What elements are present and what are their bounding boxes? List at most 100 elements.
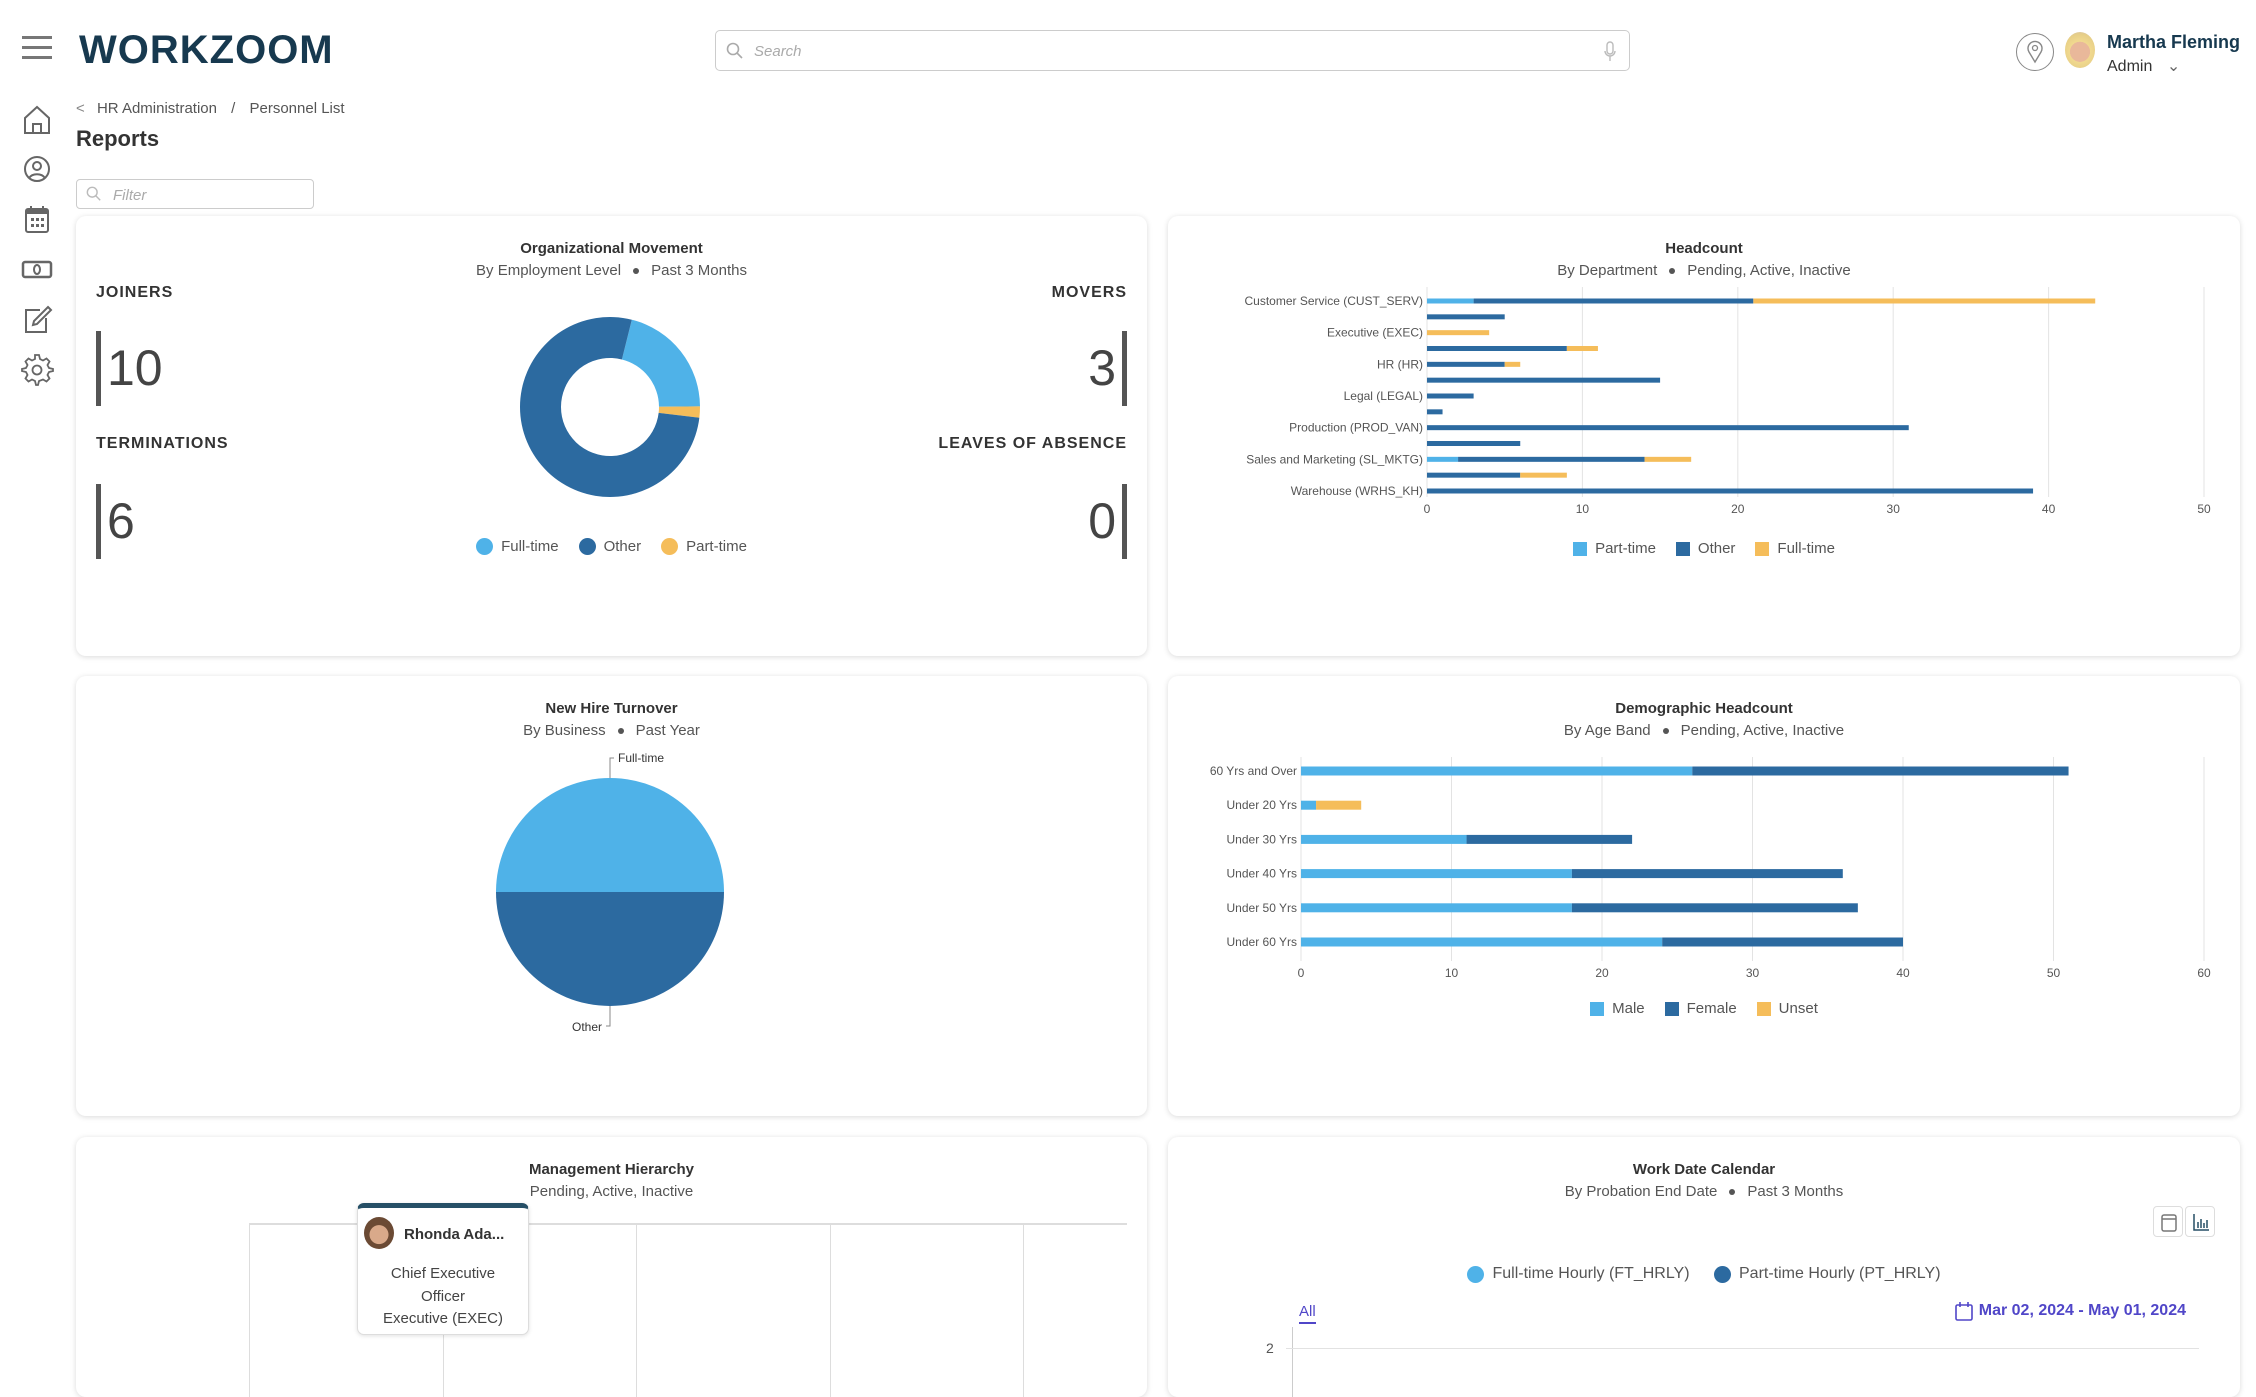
legend-item[interactable]: Other (1675, 540, 1736, 557)
user-role-dropdown[interactable]: Admin ⌄ (2107, 56, 2180, 76)
microphone-icon[interactable] (1603, 41, 1617, 63)
legend-label: Female (1686, 1000, 1737, 1017)
bar-other (1473, 298, 1754, 304)
subtitle-part: By Employment Level (476, 262, 622, 279)
joiners-value[interactable]: 10 (96, 331, 163, 406)
avatar[interactable] (2065, 32, 2095, 68)
chart-legend: Male Female Unset (1168, 1000, 2240, 1020)
movers-value[interactable]: 3 (1088, 331, 1127, 406)
headcount-card: Headcount By Department Pending, Active, … (1168, 216, 2240, 656)
leaves-label: LEAVES OF ABSENCE (938, 435, 1127, 452)
card-title: Headcount (1665, 240, 1743, 257)
subtitle-part: Pending, Active, Inactive (1687, 262, 1851, 279)
logo[interactable]: WORKZOOM (79, 28, 334, 73)
legend-label: Part-time (1595, 540, 1656, 557)
terminations-value[interactable]: 6 (96, 484, 135, 559)
legend-label: Part-time (686, 538, 747, 555)
location-button[interactable] (2016, 33, 2054, 71)
search-icon (726, 42, 743, 59)
filter-input[interactable]: Filter (76, 179, 314, 209)
chart-view-button[interactable] (2185, 1206, 2215, 1237)
legend-item[interactable]: Male (1590, 1000, 1645, 1017)
calendar-icon[interactable] (20, 202, 54, 236)
card-subtitle: By Employment Level Past 3 Months (76, 262, 1147, 279)
demographic-headcount-card: Demographic Headcount By Age Band Pending… (1168, 676, 2240, 1116)
bar-full-time (1644, 456, 1692, 462)
money-icon[interactable] (20, 252, 54, 286)
legend-swatch (1755, 541, 1770, 556)
legend-swatch (1675, 541, 1690, 556)
legend-label: Male (1612, 1000, 1645, 1017)
calendar-view-button[interactable] (2153, 1206, 2183, 1237)
page-title: Reports (76, 126, 160, 151)
legend-swatch (661, 538, 679, 555)
breadcrumb-hr-administration[interactable]: HR Administration (96, 100, 217, 117)
menu-icon[interactable] (22, 36, 52, 60)
date-range-picker[interactable]: Mar 02, 2024 - May 01, 2024 (1954, 1301, 2186, 1321)
subtitle-part: By Business (523, 722, 606, 739)
legend-item[interactable]: Full-time (1755, 540, 1835, 557)
x-tick-label: 20 (1595, 966, 1609, 980)
label-leader-line (609, 757, 614, 778)
bar-other (1427, 409, 1443, 415)
legend-item[interactable]: Part-time (1573, 540, 1656, 557)
y-category-label: Sales and Marketing (SL_MKTG) (1246, 452, 1423, 466)
pie-label: Full-time (618, 751, 664, 765)
user-icon[interactable] (20, 152, 54, 186)
y-category-label: Executive (EXEC) (1327, 326, 1423, 340)
bar-other (1458, 456, 1645, 462)
legend-item[interactable]: Full-time Hourly (FT_HRLY) (1467, 1265, 1690, 1283)
card-title: New Hire Turnover (545, 700, 678, 717)
y-category-label: Warehouse (WRHS_KH) (1291, 484, 1423, 498)
gear-icon[interactable] (20, 352, 54, 386)
x-tick-label: 60 (2197, 966, 2211, 980)
bar-other (1427, 314, 1505, 320)
card-title: Work Date Calendar (1632, 1161, 1776, 1178)
legend-label: Other (1697, 540, 1736, 557)
bar-other (1427, 441, 1521, 446)
legend-item[interactable]: Unset (1756, 1000, 1818, 1017)
bar-full-time (1753, 298, 2096, 304)
card-subtitle: Pending, Active, Inactive (529, 1183, 694, 1200)
legend-label: Full-time (1777, 540, 1835, 557)
bar-part-time (1427, 456, 1459, 462)
y-category-label: Under 30 Yrs (1227, 832, 1297, 846)
search-input[interactable]: Search (715, 30, 1630, 71)
legend-item[interactable]: Part-time Hourly (PT_HRLY) (1714, 1265, 1941, 1283)
org-node-card[interactable]: Rhonda Ada... Chief Executive Officer Ex… (357, 1203, 529, 1335)
bar-male (1301, 800, 1317, 810)
leaves-value[interactable]: 0 (1088, 484, 1127, 559)
subtitle-part: By Department (1557, 262, 1658, 279)
y-category-label: Legal (LEGAL) (1344, 389, 1423, 403)
tab-all[interactable]: All (1299, 1303, 1316, 1324)
edit-icon[interactable] (20, 302, 54, 336)
x-tick-label: 50 (2197, 502, 2211, 516)
x-tick-label: 30 (1887, 502, 1901, 516)
card-title: Demographic Headcount (1615, 700, 1793, 717)
legend-item[interactable]: Full-time (476, 538, 559, 555)
card-subtitle: By Department Pending, Active, Inactive (1168, 262, 2240, 279)
y-tick-label: 2 (1266, 1340, 1274, 1356)
home-icon[interactable] (20, 103, 54, 137)
bar-full-time (1566, 346, 1598, 351)
bar-other (1427, 393, 1474, 399)
bar-female (1571, 869, 1843, 879)
bar-part-time (1427, 298, 1474, 304)
demographic-bar-chart: 0 10 20 30 40 50 60 60 Yrs and Over Under 20 Yrs… (1210, 757, 2211, 980)
card-subtitle: By Probation End Date Past 3 Months (1168, 1183, 2240, 1200)
bar-full-time (1520, 472, 1567, 478)
bar-other (1427, 361, 1505, 367)
breadcrumb-personnel-list[interactable]: Personnel List (249, 100, 345, 117)
calendar-icon (2161, 1214, 2177, 1232)
subtitle-part: Past Year (635, 722, 700, 739)
legend-item[interactable]: Female (1664, 1000, 1737, 1017)
y-category-label: Production (PROD_VAN) (1289, 421, 1423, 435)
back-icon[interactable]: < (76, 100, 85, 117)
card-title: Management Hierarchy (528, 1161, 695, 1178)
chart-legend: Full-time Other Part-time (76, 538, 1147, 559)
legend-label: Full-time (501, 538, 559, 555)
node-department: Executive (EXEC) (382, 1310, 504, 1327)
legend-item[interactable]: Other (578, 538, 641, 555)
legend-item[interactable]: Part-time (661, 538, 747, 555)
location-pin-icon (2026, 40, 2043, 63)
